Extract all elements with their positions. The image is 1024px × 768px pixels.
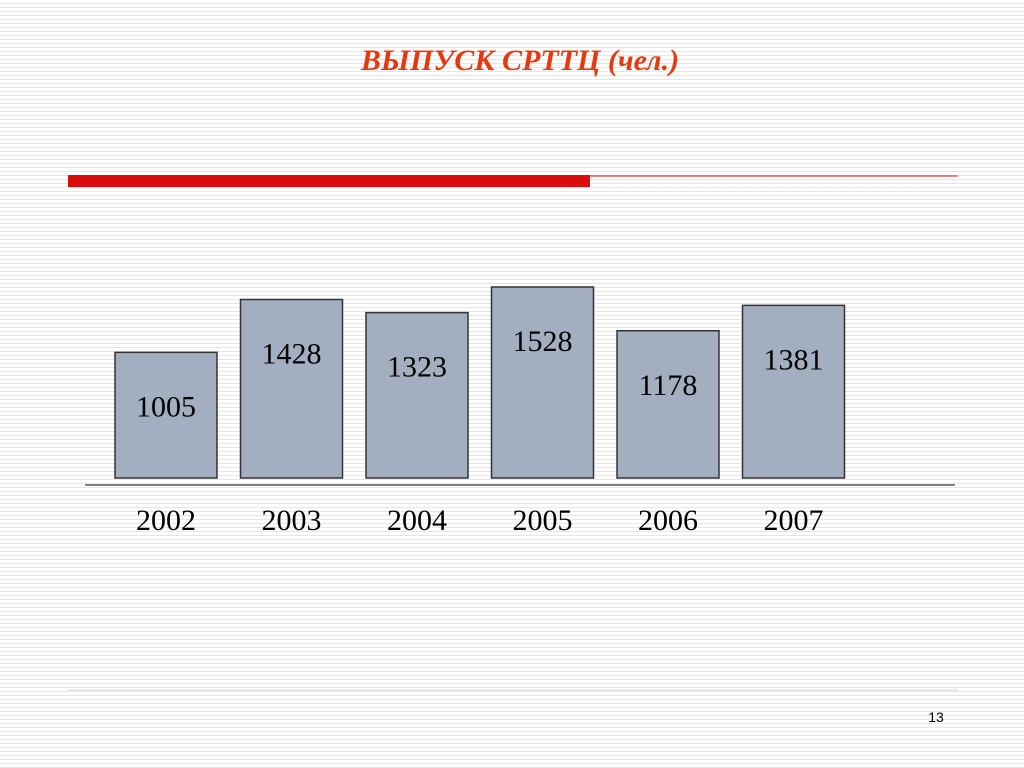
x-tick-label: 2003 — [262, 504, 322, 537]
bar — [114, 351, 218, 479]
value-label: 1323 — [387, 351, 447, 384]
value-label: 1381 — [764, 343, 824, 376]
x-tick-label: 2005 — [513, 504, 573, 537]
value-label: 1428 — [262, 338, 322, 371]
bar — [490, 286, 595, 479]
bar — [741, 304, 846, 479]
x-tick-label: 2007 — [764, 504, 824, 537]
value-label: 1178 — [639, 369, 698, 402]
chart-title: ВЫПУСК СРТТЦ (чел.) — [360, 44, 679, 77]
bar — [616, 330, 720, 479]
bar — [239, 298, 344, 479]
bar — [365, 311, 469, 479]
x-tick-label: 2006 — [638, 504, 698, 537]
title-rule-thick — [68, 175, 590, 187]
page-number: 13 — [928, 709, 944, 725]
value-label: 1005 — [136, 390, 196, 423]
x-tick-label: 2004 — [387, 504, 447, 537]
x-tick-label: 2002 — [136, 504, 196, 537]
value-label: 1528 — [513, 325, 573, 358]
